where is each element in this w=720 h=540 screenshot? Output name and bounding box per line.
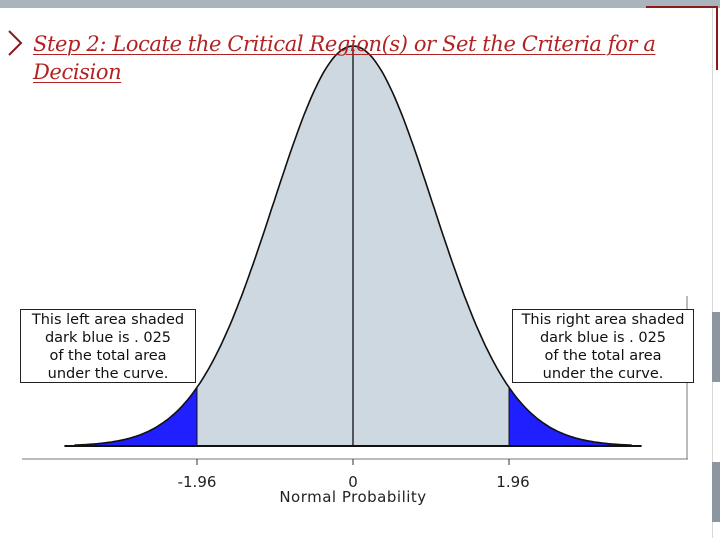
callout-line: This right area shaded (521, 312, 685, 328)
callout-line: dark blue is . 025 (44, 330, 172, 346)
tick-label-right-critical: 1.96 (496, 473, 529, 491)
x-axis-label: Normal Probability (279, 488, 426, 506)
slide-title-line-2: Decision (33, 60, 122, 84)
right-tail-area (509, 387, 632, 446)
callout-line: of the total area (49, 348, 167, 364)
x-axis-ticks (196, 459, 510, 465)
chevron-right-icon (8, 30, 23, 56)
callout-line: under the curve. (542, 366, 664, 382)
slide-title: Step 2: Locate the Critical Region(s) or… (33, 30, 693, 86)
callout-line: This left area shaded (31, 312, 185, 328)
left-tail-area (74, 387, 197, 446)
corner-frame-decoration (646, 6, 718, 70)
tick-label-zero: 0 (348, 473, 358, 491)
slide-title-line-1: Step 2: Locate the Critical Region(s) or… (33, 32, 656, 56)
callout-line: dark blue is . 025 (539, 330, 667, 346)
left-tail-callout: This left area shaded dark blue is . 025… (20, 309, 196, 383)
window-top-bar (0, 0, 720, 8)
callout-line: under the curve. (47, 366, 169, 382)
side-tab-decoration (712, 462, 720, 522)
right-tail-callout: This right area shaded dark blue is . 02… (512, 309, 694, 383)
side-tab-decoration (712, 312, 720, 382)
tick-label-left-critical: -1.96 (178, 473, 217, 491)
callout-line: of the total area (544, 348, 662, 364)
